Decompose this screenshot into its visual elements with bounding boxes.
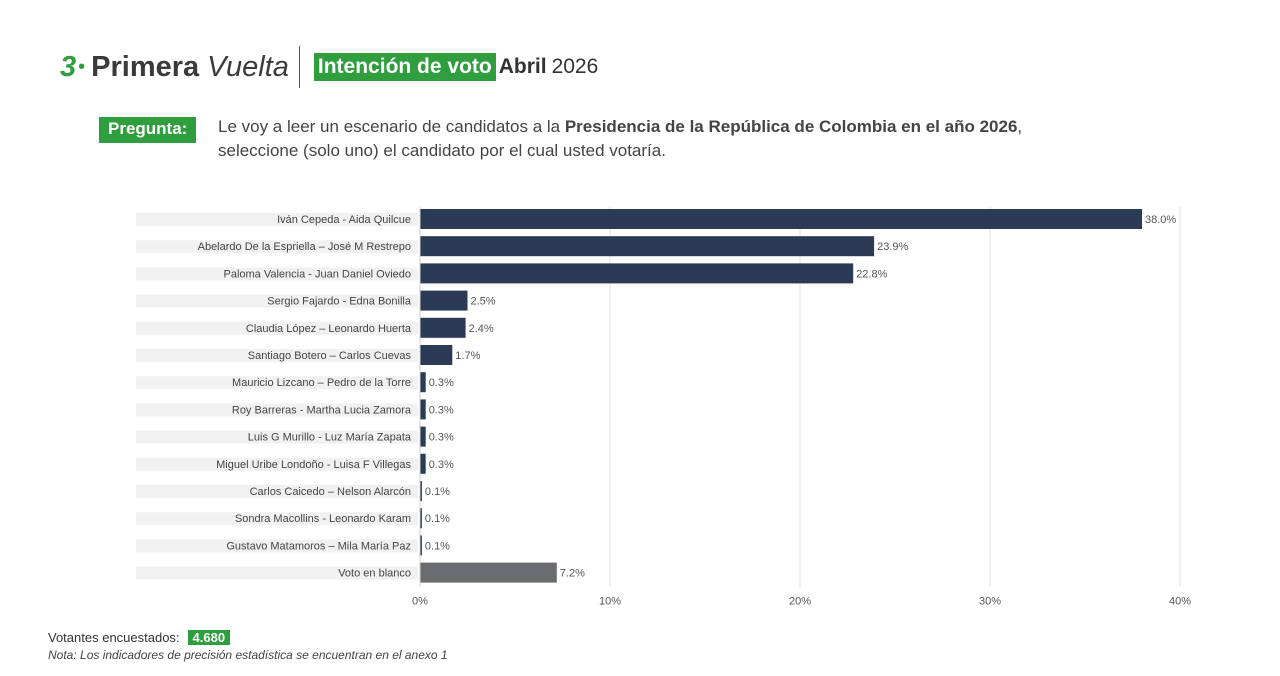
category-label: Luis G Murillo - Luz María Zapata [248, 432, 412, 444]
bar [420, 263, 854, 284]
category-band [136, 566, 418, 580]
category-label: Sondra Macollins - Leonardo Karam [235, 513, 411, 525]
category-label: Miguel Uribe Londoño - Luisa F Villegas [216, 459, 411, 471]
footnote: Nota: Los indicadores de precisión estad… [48, 648, 448, 662]
data-label: 22.8% [856, 268, 887, 280]
data-label: 7.2% [560, 568, 585, 580]
bar [420, 399, 426, 420]
category-band [136, 539, 418, 553]
voters-label: Votantes encuestados: [48, 630, 180, 645]
bar [420, 372, 426, 393]
title-bold: Primera [91, 50, 200, 83]
data-label: 0.3% [429, 404, 454, 416]
bar [420, 426, 426, 447]
x-tick-label: 40% [1169, 596, 1191, 608]
title-divider [298, 46, 300, 88]
page-title: 3 • Primera Vuelta Intención de voto Abri… [60, 46, 598, 88]
bar [420, 508, 422, 529]
bar [420, 317, 466, 338]
voters-count: Votantes encuestados: 4.680 [48, 630, 231, 645]
question-text-2: , [1017, 117, 1023, 136]
category-band [136, 376, 418, 390]
category-label: Gustavo Matamoros – Mila María Paz [226, 540, 411, 552]
category-band [136, 213, 418, 226]
question-text-1: Le voy a leer un escenario de candidatos… [218, 117, 565, 136]
data-label: 0.1% [425, 540, 450, 552]
section-number: 3 [60, 50, 77, 83]
category-label: Mauricio Lizcano – Pedro de la Torre [232, 377, 411, 389]
voters-value: 4.680 [187, 630, 231, 645]
category-label: Sergio Fajardo - Edna Bonilla [267, 296, 412, 308]
bar [420, 209, 1142, 229]
data-label: 1.7% [455, 350, 480, 362]
bar [420, 236, 875, 257]
data-label: 2.5% [471, 296, 496, 308]
category-band [136, 457, 418, 471]
question-text-3: seleccione (solo uno) el candidato por e… [218, 141, 666, 160]
category-label: Iván Cepeda - Aida Quilcue [277, 214, 411, 226]
bar [420, 345, 453, 365]
data-label: 2.4% [469, 323, 494, 335]
x-tick-label: 20% [789, 596, 811, 608]
category-label: Paloma Valencia - Juan Daniel Oviedo [223, 268, 411, 280]
question-label: Pregunta: [99, 117, 197, 143]
category-band [136, 349, 418, 362]
bullet-dot-icon: • [78, 55, 86, 78]
bar [420, 535, 422, 556]
category-band [136, 403, 418, 417]
topic-badge: Intención de voto [313, 53, 496, 81]
category-label: Roy Barreras - Martha Lucia Zamora [232, 404, 412, 416]
category-band [136, 267, 418, 281]
x-tick-label: 30% [979, 596, 1001, 608]
category-label: Claudia López – Leonardo Huerta [246, 323, 412, 335]
data-label: 23.9% [877, 241, 908, 253]
data-label: 0.3% [429, 377, 454, 389]
category-label: Santiago Botero – Carlos Cuevas [248, 350, 412, 362]
category-band [136, 321, 418, 335]
month: Abril [498, 55, 547, 78]
x-tick-label: 0% [412, 596, 428, 608]
question-text-bold: Presidencia de la República de Colombia … [564, 117, 1018, 136]
category-label: Abelardo De la Espriella – José M Restre… [198, 241, 411, 253]
category-band [136, 240, 418, 254]
data-label: 0.1% [425, 513, 450, 525]
category-band [136, 485, 418, 498]
category-label: Carlos Caicedo – Nelson Alarcón [250, 486, 411, 498]
title-italic: Vuelta [207, 50, 289, 83]
x-tick-label: 10% [599, 596, 621, 608]
question-text: Le voy a leer un escenario de candidatos… [218, 115, 1218, 163]
bar [420, 481, 422, 501]
bar [420, 290, 468, 311]
data-label: 0.3% [429, 432, 454, 444]
year: 2026 [551, 55, 599, 78]
category-label: Voto en blanco [338, 568, 411, 580]
data-label: 0.1% [425, 486, 450, 498]
category-band [136, 294, 418, 308]
data-label: 38.0% [1145, 214, 1176, 226]
bar [420, 562, 557, 583]
data-label: 0.3% [429, 459, 454, 471]
category-band [136, 512, 418, 526]
bar [420, 453, 426, 474]
category-band [136, 430, 418, 444]
